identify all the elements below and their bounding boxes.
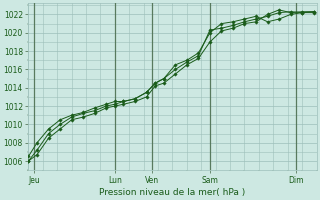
X-axis label: Pression niveau de la mer( hPa ): Pression niveau de la mer( hPa ) bbox=[99, 188, 245, 197]
